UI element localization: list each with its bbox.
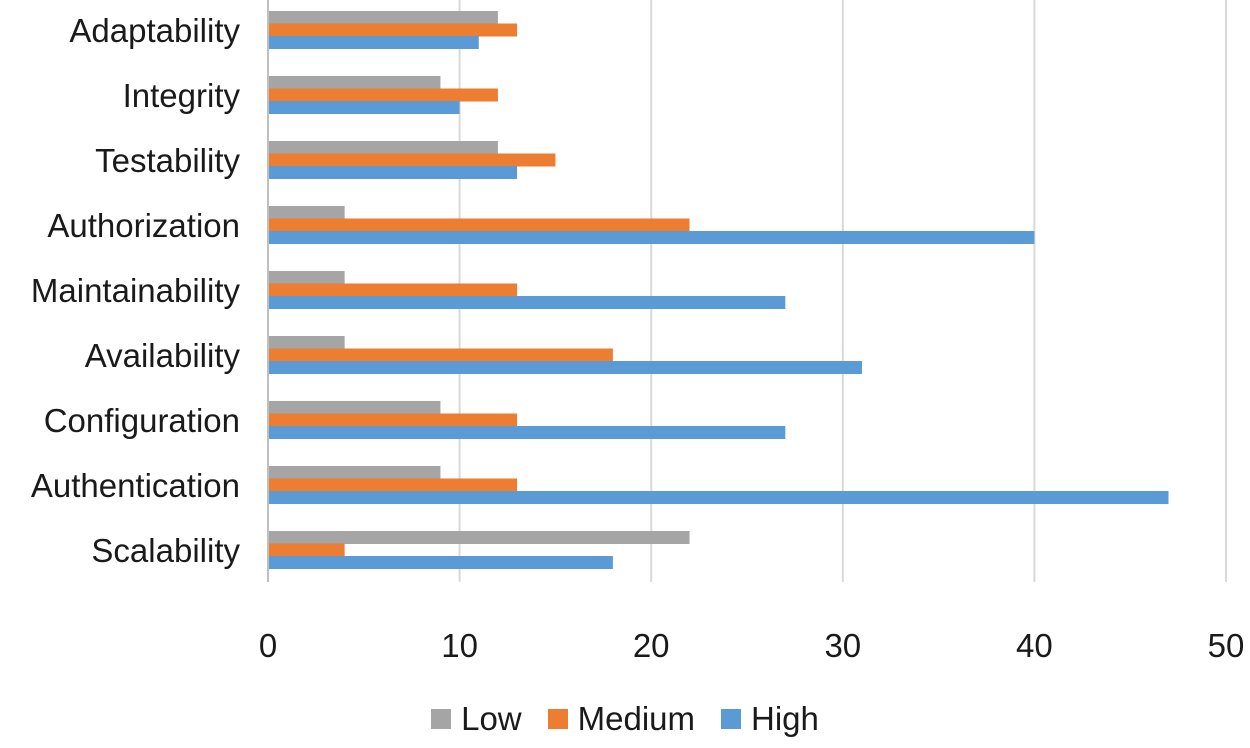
legend: Low Medium High	[0, 700, 1250, 738]
legend-label-medium: Medium	[577, 700, 696, 737]
bar-integrity-high	[268, 101, 460, 114]
category-label-availability: Availability	[85, 337, 241, 374]
bar-adaptability-medium	[268, 23, 518, 37]
x-tick-label-40: 40	[1016, 627, 1053, 664]
legend-label-high: High	[751, 700, 819, 737]
bar-scalability-low	[268, 531, 690, 544]
bar-testability-high	[268, 166, 518, 179]
bar-scalability-medium	[268, 543, 345, 557]
bar-configuration-high	[268, 426, 786, 439]
bar-configuration-medium	[268, 413, 518, 427]
bars	[268, 11, 1169, 569]
bar-integrity-low	[268, 76, 441, 89]
bar-authorization-high	[268, 231, 1035, 244]
category-label-integrity: Integrity	[123, 77, 241, 114]
bar-availability-medium	[268, 348, 613, 362]
x-tick-label-30: 30	[824, 627, 861, 664]
category-label-authentication: Authentication	[31, 467, 240, 504]
x-tick-labels: 0 10 20 30 40 50	[259, 627, 1245, 664]
bar-authentication-high	[268, 491, 1169, 504]
x-tick-label-20: 20	[633, 627, 670, 664]
category-label-adaptability: Adaptability	[69, 12, 240, 49]
bar-configuration-low	[268, 401, 441, 414]
bar-maintainability-low	[268, 271, 345, 284]
category-label-scalability: Scalability	[91, 532, 240, 569]
legend-item-high: High	[721, 700, 819, 738]
bar-authentication-medium	[268, 478, 518, 492]
x-tick-label-0: 0	[259, 627, 277, 664]
bar-testability-low	[268, 141, 498, 154]
bar-scalability-high	[268, 556, 613, 569]
x-tick-label-50: 50	[1208, 627, 1245, 664]
category-label-testability: Testability	[95, 142, 240, 179]
legend-swatch-high	[721, 709, 742, 729]
category-label-maintainability: Maintainability	[31, 272, 241, 309]
bar-authorization-low	[268, 206, 345, 219]
bar-testability-medium	[268, 153, 556, 167]
bar-maintainability-medium	[268, 283, 518, 297]
bar-adaptability-low	[268, 11, 498, 24]
legend-swatch-low	[431, 709, 452, 729]
category-labels: Adaptability Integrity Testability Authoriz…	[31, 12, 241, 569]
legend-swatch-medium	[547, 709, 568, 729]
bar-integrity-medium	[268, 88, 498, 102]
category-label-configuration: Configuration	[44, 402, 240, 439]
category-label-authorization: Authorization	[47, 207, 240, 244]
bar-adaptability-high	[268, 36, 479, 49]
legend-item-medium: Medium	[547, 700, 696, 738]
bar-authorization-medium	[268, 218, 690, 232]
x-tick-label-10: 10	[441, 627, 478, 664]
bar-maintainability-high	[268, 296, 786, 309]
legend-item-low: Low	[431, 700, 522, 738]
bar-availability-low	[268, 336, 345, 349]
bar-authentication-low	[268, 466, 441, 479]
legend-label-low: Low	[461, 700, 522, 737]
bar-availability-high	[268, 361, 862, 374]
